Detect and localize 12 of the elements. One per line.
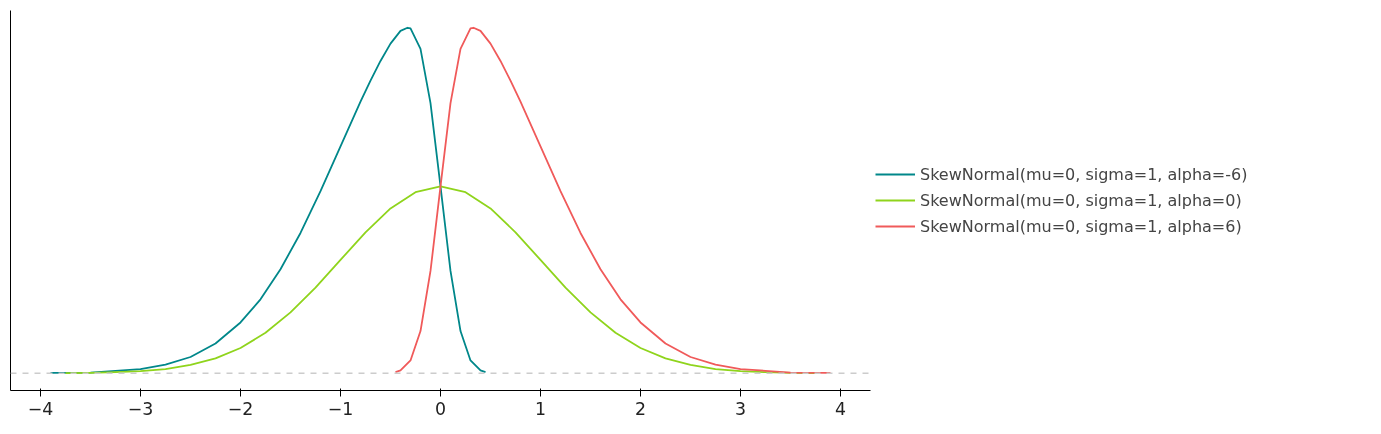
x-tick-label: −3 <box>127 398 154 419</box>
legend-label: SkewNormal(mu=0, sigma=1, alpha=0) <box>920 190 1242 210</box>
x-tick-label: 3 <box>734 398 747 419</box>
x-tick-label: −1 <box>327 398 354 419</box>
legend-label: SkewNormal(mu=0, sigma=1, alpha=-6) <box>920 164 1248 184</box>
legend-label: SkewNormal(mu=0, sigma=1, alpha=6) <box>920 216 1242 236</box>
x-tick-label: 1 <box>534 398 547 419</box>
x-tick-label: 0 <box>434 398 447 419</box>
x-tick-label: −4 <box>27 398 54 419</box>
x-tick-label: 4 <box>834 398 847 419</box>
x-tick-label: −2 <box>227 398 254 419</box>
x-tick-label: 2 <box>634 398 647 419</box>
